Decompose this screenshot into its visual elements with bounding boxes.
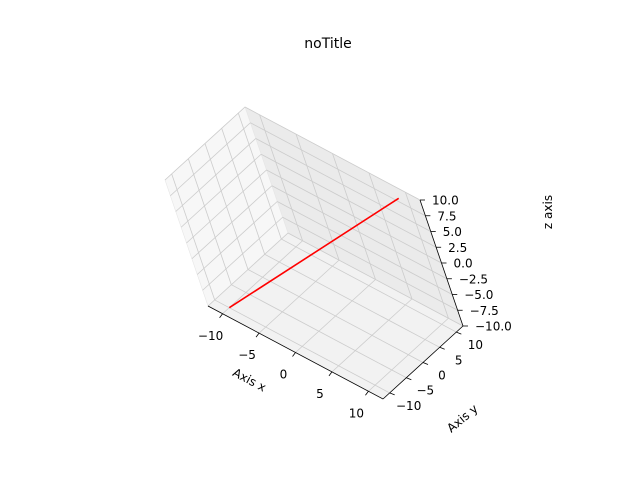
z-tick-label: −7.5: [470, 304, 499, 318]
x-tick-label: 5: [316, 387, 324, 401]
z-tick-label: 2.5: [448, 241, 467, 255]
x-axis-label: Axis x: [230, 365, 268, 394]
z-tick-label: 0.0: [454, 257, 473, 271]
y-gridline-floor: [264, 253, 440, 348]
z-gridline-back: [271, 185, 448, 280]
z-gridline-back: [244, 106, 421, 201]
series-group: [228, 197, 400, 309]
y-gridline-floor: [214, 299, 390, 394]
x-tick: [328, 371, 333, 377]
x-tick-label: −5: [238, 348, 256, 362]
z-gridline-back: [260, 153, 437, 248]
y-gridline-floor: [247, 269, 424, 363]
x-tick: [219, 313, 223, 318]
y-tick: [456, 331, 462, 335]
z-gridline-side: [196, 201, 278, 275]
y-tick: [406, 377, 412, 381]
z-gridline-back: [282, 216, 458, 311]
z-gridline-back: [277, 201, 453, 295]
y-tick: [422, 362, 429, 365]
y-tick: [389, 392, 395, 396]
z-gridline-side: [180, 153, 262, 228]
y-tick-label: −10: [396, 399, 421, 413]
z-gridline-side: [170, 122, 251, 197]
y-gridline-floor: [231, 284, 407, 379]
z-tick-label: 7.5: [437, 209, 456, 223]
z-tick-label: 5.0: [443, 225, 462, 239]
z-gridline-side: [186, 169, 267, 244]
z-axis-label: z axis: [541, 195, 555, 229]
z-gridline-side: [164, 106, 246, 181]
y-tick-label: −5: [416, 384, 434, 398]
chart-title: noTitle: [304, 36, 351, 52]
z-tick-label: −2.5: [459, 272, 488, 286]
z-gridline-side: [202, 216, 283, 291]
z-gridline-back: [255, 138, 431, 232]
grid-group: [164, 106, 464, 394]
x-tick: [255, 332, 260, 338]
x-tick-label: 10: [349, 406, 364, 420]
x-tick-label: 0: [280, 368, 288, 382]
x-tick: [292, 352, 296, 357]
z-tick-label: 10.0: [432, 194, 459, 208]
z-tick-label: −10.0: [475, 320, 512, 334]
y-tick-label: 10: [468, 338, 483, 352]
z-tick-label: −5.0: [464, 288, 493, 302]
y-tick: [439, 346, 445, 350]
z-gridline-side: [175, 138, 257, 212]
axis-group: [207, 199, 468, 400]
y-tick-label: 5: [455, 353, 463, 367]
series-line: [228, 197, 400, 309]
x-tick: [365, 391, 369, 396]
x-tick-label: −10: [198, 329, 223, 343]
y-tick-label: 0: [438, 369, 446, 383]
z-gridline-side: [191, 185, 273, 260]
z-gridline-back: [287, 232, 464, 327]
z-gridline-side: [207, 232, 289, 307]
z-gridline-back: [266, 169, 442, 264]
y-axis-label: Axis y: [444, 402, 480, 436]
